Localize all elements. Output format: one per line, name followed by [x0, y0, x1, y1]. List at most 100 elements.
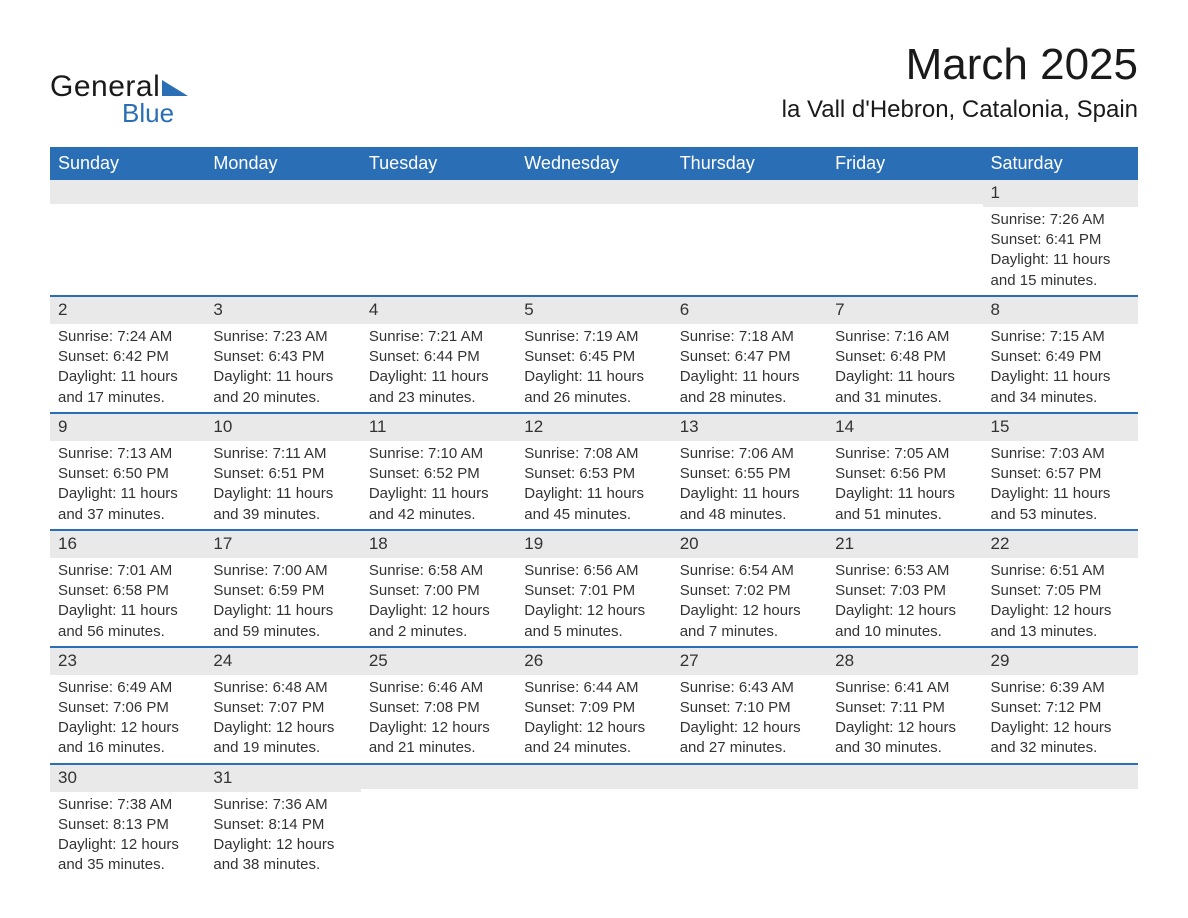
daylight-text: and 2 minutes. [369, 622, 508, 642]
daylight-text: Daylight: 12 hours [369, 601, 508, 621]
daylight-text: Daylight: 11 hours [524, 367, 663, 387]
day-number: 31 [205, 765, 360, 792]
calendar-cell [361, 180, 516, 296]
day-content: Sunrise: 7:19 AMSunset: 6:45 PMDaylight:… [516, 324, 671, 412]
day-number-bar [516, 765, 671, 789]
day-number: 10 [205, 414, 360, 441]
day-content [50, 204, 205, 282]
sunrise-text: Sunrise: 7:13 AM [58, 444, 197, 464]
calendar-cell: 3Sunrise: 7:23 AMSunset: 6:43 PMDaylight… [205, 296, 360, 413]
day-content: Sunrise: 6:58 AMSunset: 7:00 PMDaylight:… [361, 558, 516, 646]
day-header: Friday [827, 147, 982, 180]
day-content: Sunrise: 7:10 AMSunset: 6:52 PMDaylight:… [361, 441, 516, 529]
daylight-text: Daylight: 12 hours [58, 718, 197, 738]
sunrise-text: Sunrise: 6:43 AM [680, 678, 819, 698]
calendar-cell: 19Sunrise: 6:56 AMSunset: 7:01 PMDayligh… [516, 530, 671, 647]
logo-text-blue: Blue [122, 98, 188, 129]
calendar-cell: 5Sunrise: 7:19 AMSunset: 6:45 PMDaylight… [516, 296, 671, 413]
day-number: 19 [516, 531, 671, 558]
daylight-text: Daylight: 11 hours [213, 601, 352, 621]
day-content: Sunrise: 7:24 AMSunset: 6:42 PMDaylight:… [50, 324, 205, 412]
daylight-text: and 10 minutes. [835, 622, 974, 642]
day-number-bar [50, 180, 205, 204]
daylight-text: Daylight: 11 hours [58, 601, 197, 621]
day-number: 7 [827, 297, 982, 324]
calendar-cell: 13Sunrise: 7:06 AMSunset: 6:55 PMDayligh… [672, 413, 827, 530]
day-content: Sunrise: 6:44 AMSunset: 7:09 PMDaylight:… [516, 675, 671, 763]
calendar-cell: 1Sunrise: 7:26 AMSunset: 6:41 PMDaylight… [983, 180, 1138, 296]
sunset-text: Sunset: 7:05 PM [991, 581, 1130, 601]
sunset-text: Sunset: 6:59 PM [213, 581, 352, 601]
day-content: Sunrise: 7:21 AMSunset: 6:44 PMDaylight:… [361, 324, 516, 412]
day-content [672, 204, 827, 282]
day-content: Sunrise: 7:26 AMSunset: 6:41 PMDaylight:… [983, 207, 1138, 295]
day-content [672, 789, 827, 867]
day-content: Sunrise: 6:39 AMSunset: 7:12 PMDaylight:… [983, 675, 1138, 763]
sunrise-text: Sunrise: 7:36 AM [213, 795, 352, 815]
daylight-text: Daylight: 11 hours [213, 367, 352, 387]
week-row: 30Sunrise: 7:38 AMSunset: 8:13 PMDayligh… [50, 764, 1138, 880]
day-number: 13 [672, 414, 827, 441]
week-row: 2Sunrise: 7:24 AMSunset: 6:42 PMDaylight… [50, 296, 1138, 413]
day-content [361, 789, 516, 867]
location-subtitle: la Vall d'Hebron, Catalonia, Spain [782, 96, 1138, 124]
sunrise-text: Sunrise: 7:10 AM [369, 444, 508, 464]
daylight-text: and 48 minutes. [680, 505, 819, 525]
day-content: Sunrise: 6:41 AMSunset: 7:11 PMDaylight:… [827, 675, 982, 763]
day-number: 4 [361, 297, 516, 324]
daylight-text: and 45 minutes. [524, 505, 663, 525]
sunset-text: Sunset: 6:53 PM [524, 464, 663, 484]
day-content: Sunrise: 7:18 AMSunset: 6:47 PMDaylight:… [672, 324, 827, 412]
calendar-cell [827, 764, 982, 880]
daylight-text: and 38 minutes. [213, 855, 352, 875]
sunrise-text: Sunrise: 6:54 AM [680, 561, 819, 581]
day-number-bar [516, 180, 671, 204]
day-content [827, 204, 982, 282]
daylight-text: and 13 minutes. [991, 622, 1130, 642]
day-number: 28 [827, 648, 982, 675]
daylight-text: Daylight: 12 hours [213, 718, 352, 738]
day-number: 18 [361, 531, 516, 558]
day-content: Sunrise: 6:56 AMSunset: 7:01 PMDaylight:… [516, 558, 671, 646]
calendar-cell: 9Sunrise: 7:13 AMSunset: 6:50 PMDaylight… [50, 413, 205, 530]
day-number-bar [672, 765, 827, 789]
daylight-text: Daylight: 11 hours [213, 484, 352, 504]
daylight-text: Daylight: 11 hours [835, 367, 974, 387]
calendar-cell: 15Sunrise: 7:03 AMSunset: 6:57 PMDayligh… [983, 413, 1138, 530]
title-block: March 2025 la Vall d'Hebron, Catalonia, … [782, 40, 1138, 124]
sunrise-text: Sunrise: 6:56 AM [524, 561, 663, 581]
calendar-cell: 11Sunrise: 7:10 AMSunset: 6:52 PMDayligh… [361, 413, 516, 530]
day-number-bar [205, 180, 360, 204]
daylight-text: and 51 minutes. [835, 505, 974, 525]
week-row: 1Sunrise: 7:26 AMSunset: 6:41 PMDaylight… [50, 180, 1138, 296]
daylight-text: Daylight: 11 hours [524, 484, 663, 504]
calendar-cell: 6Sunrise: 7:18 AMSunset: 6:47 PMDaylight… [672, 296, 827, 413]
week-row: 16Sunrise: 7:01 AMSunset: 6:58 PMDayligh… [50, 530, 1138, 647]
day-content: Sunrise: 7:08 AMSunset: 6:53 PMDaylight:… [516, 441, 671, 529]
sunset-text: Sunset: 6:43 PM [213, 347, 352, 367]
day-content: Sunrise: 7:15 AMSunset: 6:49 PMDaylight:… [983, 324, 1138, 412]
daylight-text: and 34 minutes. [991, 388, 1130, 408]
day-content: Sunrise: 6:48 AMSunset: 7:07 PMDaylight:… [205, 675, 360, 763]
daylight-text: Daylight: 12 hours [680, 601, 819, 621]
day-number: 2 [50, 297, 205, 324]
day-content: Sunrise: 6:43 AMSunset: 7:10 PMDaylight:… [672, 675, 827, 763]
sunrise-text: Sunrise: 6:41 AM [835, 678, 974, 698]
daylight-text: Daylight: 11 hours [991, 484, 1130, 504]
daylight-text: Daylight: 12 hours [524, 601, 663, 621]
day-content: Sunrise: 7:00 AMSunset: 6:59 PMDaylight:… [205, 558, 360, 646]
sunset-text: Sunset: 6:52 PM [369, 464, 508, 484]
sunrise-text: Sunrise: 7:21 AM [369, 327, 508, 347]
day-number-bar [827, 180, 982, 204]
calendar-cell: 29Sunrise: 6:39 AMSunset: 7:12 PMDayligh… [983, 647, 1138, 764]
sunset-text: Sunset: 7:03 PM [835, 581, 974, 601]
day-number: 11 [361, 414, 516, 441]
day-content: Sunrise: 6:54 AMSunset: 7:02 PMDaylight:… [672, 558, 827, 646]
daylight-text: Daylight: 11 hours [991, 250, 1130, 270]
day-number: 21 [827, 531, 982, 558]
sunrise-text: Sunrise: 7:26 AM [991, 210, 1130, 230]
daylight-text: and 31 minutes. [835, 388, 974, 408]
calendar-cell: 26Sunrise: 6:44 AMSunset: 7:09 PMDayligh… [516, 647, 671, 764]
daylight-text: and 23 minutes. [369, 388, 508, 408]
day-number: 20 [672, 531, 827, 558]
